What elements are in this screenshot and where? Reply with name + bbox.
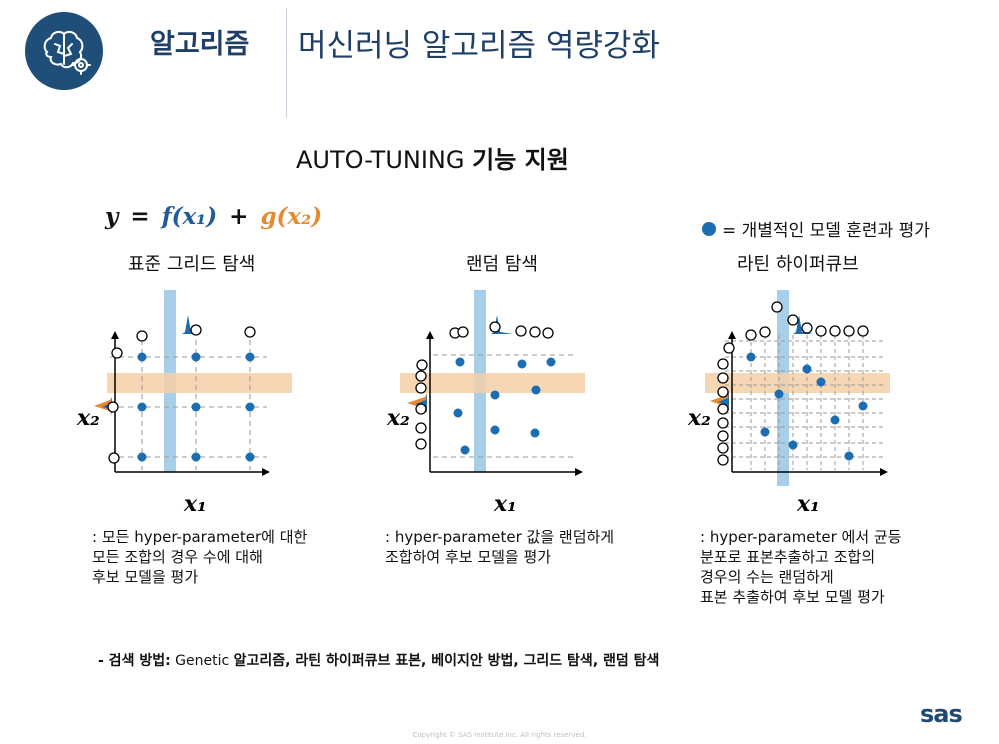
open-circles <box>717 301 869 466</box>
section-label: 알고리즘 <box>150 29 250 60</box>
y-axis-label: x₂ <box>386 405 410 431</box>
desc-line: 표본 추출하여 후보 모델 평가 <box>700 588 885 606</box>
grid-search-diagram: x₂ x₁ <box>76 290 292 515</box>
desc-line: : hyper-parameter 값을 랜덤하게 <box>385 528 615 546</box>
y-axis-arrow <box>426 331 434 339</box>
desc-random: : hyper-parameter 값을 랜덤하게 조합하여 후보 모델을 평가 <box>385 527 614 567</box>
legend: = 개별적인 모델 훈련과 평가 <box>702 216 930 241</box>
x-axis-label: x₁ <box>183 491 207 515</box>
top-distribution <box>182 315 202 334</box>
desc-line: : hyper-parameter 에서 균등 <box>700 528 902 546</box>
desc-line: 경우의 수는 랜덤하게 <box>700 568 834 586</box>
brain-icon <box>43 30 91 75</box>
top-distribution <box>793 315 813 334</box>
brain-gear-logo <box>25 12 103 90</box>
open-circles <box>415 321 554 450</box>
left-distribution-blue <box>718 391 729 411</box>
objective-formula: y = f(x₁) + g(x₂) <box>105 203 322 230</box>
search-rest: 알고리즘, 라틴 하이퍼큐브 표본, 베이지안 방법, 그리드 탐색, 랜덤 탐… <box>233 653 660 669</box>
left-distribution-blue <box>415 393 427 413</box>
formula-y: y <box>105 203 119 230</box>
latin-hypercube-diagram: x₂ x₁ <box>687 290 890 515</box>
h-band <box>400 373 585 393</box>
desc-line: 분포로 표본추출하고 조합의 <box>700 548 876 566</box>
h-band <box>107 373 292 393</box>
desc-lhs: : hyper-parameter 에서 균등 분포로 표본추출하고 조합의 경… <box>700 527 902 607</box>
formula-plus: + <box>229 203 249 230</box>
header-divider <box>286 8 287 118</box>
search-prefix: - 검색 방법: <box>98 653 171 669</box>
desc-line: 후보 모델을 평가 <box>92 568 199 586</box>
desc-grid: : 모든 hyper-parameter에 대한 모든 조합의 경우 수에 대해… <box>92 527 307 587</box>
sas-logo-text: sas <box>920 700 963 728</box>
x-axis-label: x₁ <box>493 491 517 515</box>
open-circles <box>107 324 256 464</box>
slide-subtitle: AUTO-TUNING 기능 지원 <box>296 140 569 175</box>
search-genetic: Genetic <box>170 653 234 669</box>
x-axis-arrow <box>880 468 888 476</box>
formula-eq: = <box>130 203 150 230</box>
y-axis-arrow <box>111 331 119 339</box>
left-distribution-blue <box>102 397 112 415</box>
grid-points <box>137 352 255 462</box>
x-axis-arrow <box>262 468 270 476</box>
y-axis-label: x₂ <box>76 405 100 431</box>
x-axis-label: x₁ <box>796 491 820 515</box>
lhs-points <box>746 352 868 461</box>
legend-point-icon <box>702 221 716 236</box>
desc-line: 모든 조합의 경우 수에 대해 <box>92 548 263 566</box>
subtitle-part1: AUTO-TUNING <box>296 146 473 174</box>
random-points <box>453 357 556 455</box>
panel-title-lhs: 라틴 하이퍼큐브 <box>737 254 859 275</box>
panel-title-random: 랜덤 탐색 <box>466 254 538 275</box>
formula-f: f(x₁) <box>161 203 218 230</box>
subtitle-part2: 기능 지원 <box>472 146 569 174</box>
left-distribution <box>94 397 112 415</box>
page-title: 머신러닝 알고리즘 역량강화 <box>298 28 660 64</box>
guide-lines <box>433 354 575 458</box>
y-axis-label: x₂ <box>687 405 711 431</box>
copyright: Copyright © SAS Institute Inc. All right… <box>412 731 587 739</box>
grid-lines <box>110 340 267 470</box>
legend-text: = 개별적인 모델 훈련과 평가 <box>722 221 930 241</box>
random-search-diagram: x₂ x₁ <box>386 290 585 515</box>
panel-title-grid: 표준 그리드 탐색 <box>128 254 256 275</box>
desc-line: 조합하여 후보 모델을 평가 <box>385 548 552 566</box>
x-axis-arrow <box>575 468 583 476</box>
search-methods: - 검색 방법: Genetic 알고리즘, 라틴 하이퍼큐브 표본, 베이지안… <box>98 650 659 670</box>
desc-line: : 모든 hyper-parameter에 대한 <box>92 528 308 546</box>
y-axis-arrow <box>728 331 736 339</box>
formula-g: g(x₂) <box>260 203 323 230</box>
sas-logo: sas <box>920 700 963 728</box>
